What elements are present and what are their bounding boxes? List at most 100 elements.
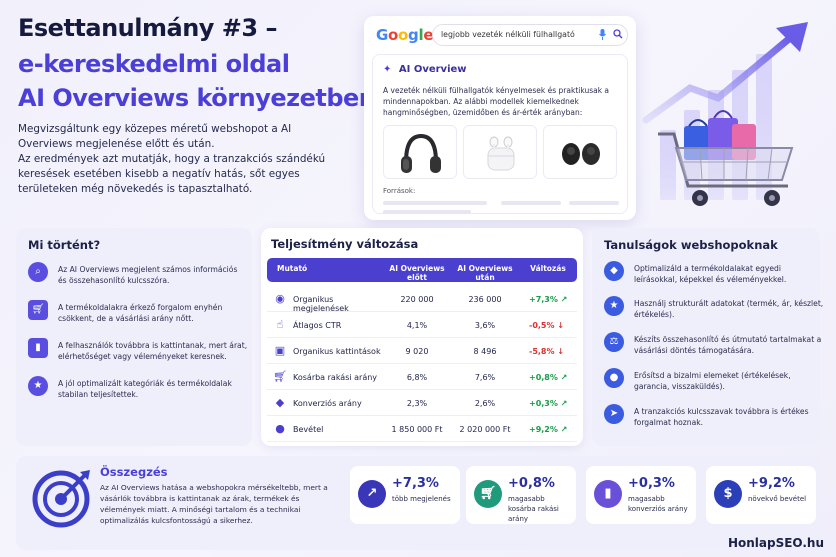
cell-metric: Organikus megjelenések xyxy=(293,295,349,313)
cell-before: 2,3% xyxy=(406,399,428,408)
search-query: legjobb vezeték nélküli fülhallgató xyxy=(441,30,575,39)
arrow-down-icon: ↓ xyxy=(554,347,565,356)
list-item: ⚖ Készíts összehasonlító és útmutató tar… xyxy=(604,332,824,366)
page-title-line2: e-kereskedelmi oldal xyxy=(18,50,290,78)
header-change: Változás xyxy=(530,264,566,273)
intro-paragraph-1: Megvizsgáltunk egy közepes méretű websho… xyxy=(18,123,292,150)
source-placeholder-bar xyxy=(383,210,471,214)
list-item: ● Erősítsd a bizalmi elemeket (értékelés… xyxy=(604,368,824,402)
search-icon: ⌕ xyxy=(28,262,48,282)
target-icon xyxy=(30,468,92,530)
cell-before: 9 020 xyxy=(405,347,429,356)
performance-panel: Teljesítmény változása Mutató AI Overvie… xyxy=(261,228,583,446)
microphone-icon[interactable] xyxy=(599,29,606,43)
shopping-cart-growth-illustration xyxy=(640,10,830,220)
arrow-up-icon: ↗ xyxy=(557,425,568,434)
what-happened-panel: Mi történt? ⌕ Az AI Overviews megjelent … xyxy=(16,228,252,446)
cell-change: +9,2% ↗ xyxy=(529,425,568,434)
kpi-card-revenue: $ +9,2% növekvő bevétel xyxy=(706,466,816,524)
table-row: ● Bevétel 1 850 000 Ft 2 020 000 Ft +9,2% ↗ xyxy=(267,416,577,442)
lessons-title: Tanulságok webshopoknak xyxy=(604,238,778,252)
cell-metric: Organikus kattintások xyxy=(293,347,381,356)
source-placeholder-bar xyxy=(569,201,619,205)
table-row: ◉ Organikus megjelenések 220 000 236 000 +7,… xyxy=(267,286,577,313)
eye-icon: ◉ xyxy=(275,292,285,305)
cell-metric: Konverziós arány xyxy=(293,399,362,408)
header-after: AI Overviews után xyxy=(457,264,513,282)
cart-icon: 🛒︎ xyxy=(28,300,48,320)
lessons-panel: Tanulságok webshopoknak ◆ Optimalizáld a… xyxy=(592,228,823,446)
chat-icon: ● xyxy=(604,368,624,388)
arrow-up-icon: ↗ xyxy=(557,373,568,382)
kpi-card-impressions: ↗ +7,3% több megjelenés xyxy=(350,466,460,524)
coin-icon: ● xyxy=(275,422,285,435)
product-headphones-image[interactable] xyxy=(383,125,457,179)
cell-after: 236 000 xyxy=(468,295,502,304)
star-badge-icon: ★ xyxy=(604,296,624,316)
cell-change: -5,8% ↓ xyxy=(529,347,565,356)
cell-metric: Kosárba rakási arány xyxy=(293,373,378,382)
summary-text: Az AI Overviews hatása a webshopokra mér… xyxy=(100,483,328,525)
source-placeholder-bar xyxy=(383,201,487,205)
shopping-bag-icon: ▣ xyxy=(274,344,286,357)
what-happened-title: Mi történt? xyxy=(28,238,101,252)
search-icon[interactable] xyxy=(613,29,623,42)
source-placeholder-bar xyxy=(501,201,561,205)
google-search-card: Google legjobb vezeték nélküli fülhallga… xyxy=(364,16,636,220)
list-item: ▮ A felhasználók továbbra is kattintanak… xyxy=(28,338,248,374)
ai-overview-box: ✦ AI Overview A vezeték nélküli fülhallg… xyxy=(372,54,628,214)
list-item: ★ A jól optimalizált kategóriák és termé… xyxy=(28,376,248,412)
cell-after: 7,6% xyxy=(474,373,496,382)
list-item: ◆ Optimalizáld a termékoldalakat egyedi … xyxy=(604,261,824,295)
summary-panel: Összegzés Az AI Overviews hatása a websh… xyxy=(16,456,820,550)
cursor-icon: ➤ xyxy=(604,404,624,424)
intro-paragraph-2: Az eredmények azt mutatják, hogy a tranz… xyxy=(18,153,326,195)
sources-label: Források: xyxy=(383,187,416,195)
page-title-line1: Esettanulmány #3 – xyxy=(18,14,277,42)
kpi-card-conversion: ▮ +0,3% magasabb konverziós arány xyxy=(586,466,696,524)
header-before: AI Overviews előtt xyxy=(389,264,445,282)
search-input[interactable]: legjobb vezeték nélküli fülhallgató xyxy=(432,24,628,46)
cursor-click-icon: ☝ xyxy=(276,318,284,331)
list-item: 🛒︎ A termékoldalakra érkező forgalom eny… xyxy=(28,300,248,336)
page-title-line3: AI Overviews környezetben xyxy=(18,84,376,112)
table-header: Mutató AI Overviews előtt AI Overviews u… xyxy=(267,258,577,282)
star-icon: ★ xyxy=(28,376,48,396)
bar-chart-icon: ▮ xyxy=(28,338,48,358)
cart-icon: 🛒︎ xyxy=(273,370,287,383)
performance-title: Teljesítmény változása xyxy=(271,237,419,251)
bar-chart-icon: ▮ xyxy=(594,480,622,508)
arrow-down-icon: ↓ xyxy=(554,321,565,330)
table-row: ◆ Konverziós arány 2,3% 2,6% +0,3% ↗ xyxy=(267,390,577,416)
kpi-card-add-to-cart: 🛒︎ +0,8% magasabb kosárba rakási arány xyxy=(466,466,576,524)
list-item: ➤ A tranzakciós kulcsszavak továbbra is … xyxy=(604,404,824,438)
scale-icon: ⚖ xyxy=(604,332,624,352)
brand-logo-text[interactable]: HonlapSEO.hu xyxy=(727,536,824,550)
ai-overview-text: A vezeték nélküli fülhallgatók kényelmes… xyxy=(383,86,610,117)
arrow-up-icon: ↗ xyxy=(557,399,568,408)
cell-metric: Átlagos CTR xyxy=(293,321,342,330)
arrow-up-icon: ↗ xyxy=(557,295,568,304)
table-row: 🛒︎ Kosárba rakási arány 6,8% 7,6% +0,8% ↗ xyxy=(267,364,577,390)
cell-before: 6,8% xyxy=(406,373,428,382)
list-item: ★ Használj strukturált adatokat (termék,… xyxy=(604,296,824,330)
tag-icon: ◆ xyxy=(604,261,624,281)
cell-before: 4,1% xyxy=(406,321,428,330)
diamond-icon: ◆ xyxy=(275,396,285,409)
cell-before: 220 000 xyxy=(400,295,434,304)
summary-title: Összegzés xyxy=(100,465,168,479)
product-earbuds-white-image[interactable] xyxy=(463,125,537,179)
sparkle-icon: ✦ xyxy=(383,64,392,75)
table-row: ☝ Átlagos CTR 4,1% 3,6% -0,5% ↓ xyxy=(267,312,577,338)
dollar-icon: $ xyxy=(714,480,742,508)
cell-after: 8 496 xyxy=(473,347,497,356)
list-item: ⌕ Az AI Overviews megjelent számos infor… xyxy=(28,262,248,298)
header-metric: Mutató xyxy=(277,264,308,273)
cell-change: -0,5% ↓ xyxy=(529,321,565,330)
cell-change: +0,8% ↗ xyxy=(529,373,568,382)
cell-change: +7,3% ↗ xyxy=(529,295,568,304)
google-logo: Google xyxy=(376,26,434,44)
cell-after: 2,6% xyxy=(474,399,496,408)
trend-up-icon: ↗ xyxy=(358,480,386,508)
product-earbuds-black-image[interactable] xyxy=(543,125,617,179)
